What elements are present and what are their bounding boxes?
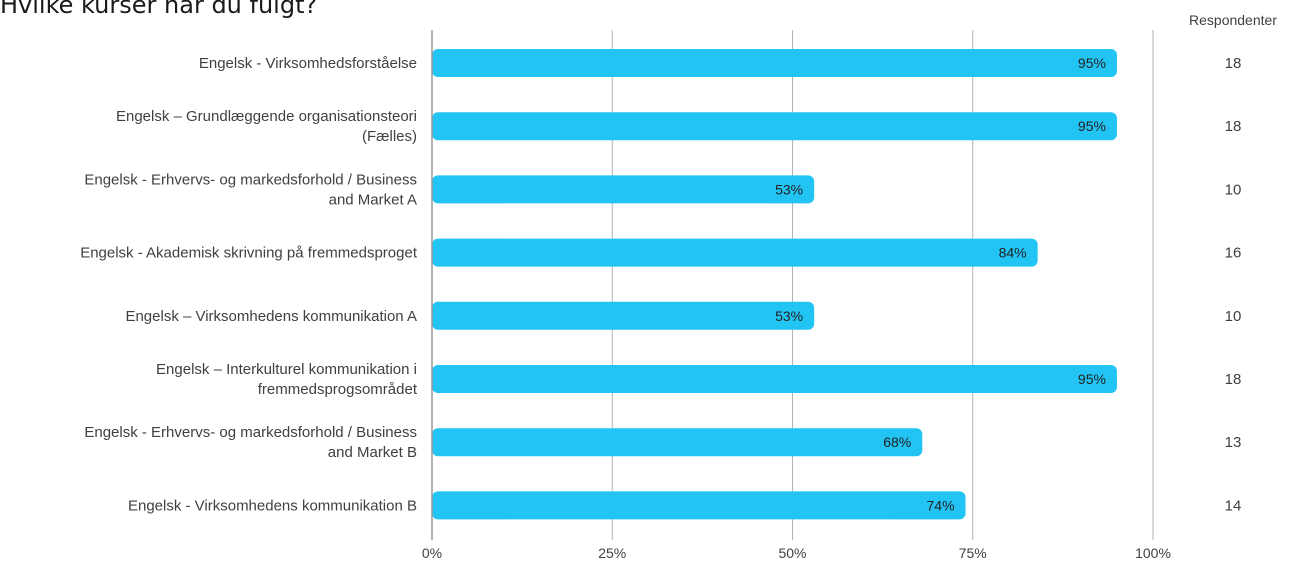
bar-value-label: 95% [1078,371,1106,387]
category-label: fremmedsprogsområdet [258,381,418,398]
category-label: Engelsk - Akademisk skrivning på fremmed… [80,245,418,262]
x-tick-label: 75% [959,545,987,561]
respondent-count: 10 [1225,308,1242,325]
bar [432,365,1117,393]
respondent-count: 18 [1225,371,1242,388]
category-label: Engelsk – Grundlæggende organisationsteo… [116,108,417,125]
bar-value-label: 53% [775,308,803,324]
category-label: and Market B [328,444,417,461]
bar-value-label: 95% [1078,55,1106,71]
respondent-count: 14 [1225,497,1242,514]
category-label: Engelsk - Erhvervs- og markedsforhold / … [84,171,417,188]
bar-value-label: 68% [883,434,911,450]
category-label: Engelsk – Interkulturel kommunikation i [156,361,417,378]
bar-value-label: 74% [927,497,955,513]
respondent-count: 18 [1225,118,1242,135]
respondent-count: 18 [1225,55,1242,72]
bar-value-label: 84% [999,245,1027,261]
respondent-count: 13 [1225,434,1242,451]
bar-value-label: 95% [1078,118,1106,134]
x-tick-label: 50% [778,545,806,561]
x-tick-label: 0% [422,545,442,561]
category-label: (Fælles) [362,128,417,145]
bar [432,112,1117,141]
category-label: Engelsk - Erhvervs- og markedsforhold / … [84,424,417,441]
bar [432,301,815,330]
bar [432,491,966,520]
category-label: Engelsk - Virksomhedsforståelse [199,55,417,72]
page-title: Hvilke kurser har du fulgt? [0,0,318,19]
category-label: Engelsk – Virksomhedens kommunikation A [125,308,417,325]
bar [432,49,1117,77]
category-label: and Market A [329,191,417,208]
x-tick-label: 100% [1135,545,1171,561]
respondent-count: 16 [1225,245,1242,262]
category-label: Engelsk - Virksomhedens kommunikation B [128,497,417,514]
bar [432,428,923,457]
x-tick-label: 25% [598,545,626,561]
respondents-header: Respondenter [1189,12,1277,28]
respondent-count: 10 [1225,181,1242,198]
bar [432,175,815,204]
bar [432,238,1038,267]
bar-value-label: 53% [775,181,803,197]
